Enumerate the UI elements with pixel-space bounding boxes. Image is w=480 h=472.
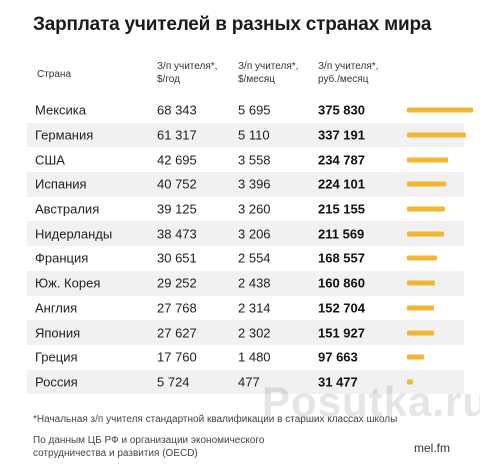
table-row: Россия 5 724 477 31 477 [27,369,464,395]
usd-year-cell: 68 343 [157,102,197,118]
value-bar [407,379,413,385]
rub-month-cell: 375 830 [318,102,365,118]
usd-month-cell: 2 302 [238,325,271,341]
usd-year-cell: 29 252 [157,275,197,291]
value-bar [407,132,467,138]
rub-month-cell: 152 704 [318,300,365,316]
table-row: Германия 61 317 5 110 337 191 [27,122,467,148]
header-usd-month-line1: З/п учителя*, [238,61,299,72]
table-row: Греция 17 760 1 480 97 663 [27,345,464,370]
usd-year-cell: 61 317 [157,127,197,143]
header-rub-month-line2: руб./месяц [318,74,369,85]
rub-month-cell: 337 191 [318,127,365,143]
value-bar [407,206,445,212]
table-row: Нидерланды 38 473 3 206 211 569 [27,221,464,247]
usd-month-cell: 5 110 [238,127,270,143]
table-row: Англия 27 768 2 314 152 704 [27,296,464,321]
usd-month-cell: 2 554 [238,250,271,266]
header-usd-year-line2: $/год [157,74,180,85]
country-cell: Испания [35,176,87,192]
country-cell: Россия [35,374,78,390]
rub-month-cell: 224 101 [318,176,365,192]
usd-year-cell: 40 752 [157,176,197,192]
rub-month-cell: 160 860 [318,275,365,291]
value-bar [407,181,447,187]
country-cell: Австралия [35,201,100,217]
usd-year-cell: 30 651 [157,250,197,266]
chart-title: Зарплата учителей в разных странах мира [33,14,432,35]
usd-month-cell: 2 438 [238,275,271,291]
rub-month-cell: 168 557 [318,250,365,266]
country-cell: Греция [35,349,78,365]
usd-month-cell: 477 [238,374,260,390]
table-row: Юж. Корея 29 252 2 438 160 860 [27,270,464,296]
usd-year-cell: 27 768 [157,300,197,316]
usd-month-cell: 3 558 [238,152,271,168]
value-bar [407,231,445,237]
value-bar [407,255,437,261]
usd-month-cell: 3 206 [238,226,271,242]
value-bar [407,107,473,113]
country-cell: Япония [35,325,81,341]
table-row: Испания 40 752 3 396 224 101 [27,172,464,197]
table-row: США 42 695 3 558 234 787 [27,147,464,172]
value-bar [407,157,449,163]
source-line-1: По данным ЦБ РФ и организации экономичес… [33,435,265,446]
table-row: Франция 30 651 2 554 168 557 [27,246,464,271]
usd-year-cell: 5 724 [157,374,190,390]
salary-table: Мексика 68 343 5 695 375 830 Германия 61 317 5… [27,98,473,395]
footnote: *Начальная з/п учителя стандартной квали… [33,414,398,425]
value-bar [407,330,434,336]
country-cell: Англия [35,300,78,316]
country-cell: Франция [35,250,89,266]
rub-month-cell: 211 569 [318,226,365,242]
country-cell: Германия [35,127,94,143]
rub-month-cell: 31 477 [318,374,358,390]
usd-month-cell: 3 396 [238,176,271,192]
header-usd-year-line1: З/п учителя*, [157,61,218,72]
value-bar [407,354,425,360]
country-cell: США [35,152,65,168]
usd-year-cell: 38 473 [157,226,197,242]
country-cell: Юж. Корея [35,275,101,291]
value-bar [407,280,436,286]
header-rub-month-line1: З/п учителя*, [318,61,379,72]
brand-logo: mel.fm [414,441,450,455]
rub-month-cell: 234 787 [318,152,365,168]
country-cell: Мексика [35,102,87,118]
table-row: Япония 27 627 2 302 151 927 [27,320,464,345]
rub-month-cell: 151 927 [318,325,365,341]
usd-year-cell: 39 125 [157,201,197,217]
value-bar [407,305,434,311]
header-rub-month: З/п учителя*, руб./месяц [318,60,378,86]
source-note: По данным ЦБ РФ и организации экономичес… [33,434,264,460]
table-row: Австралия 39 125 3 260 215 155 [27,197,464,222]
rub-month-cell: 215 155 [318,201,365,217]
usd-month-cell: 2 314 [238,300,271,316]
usd-month-cell: 1 480 [238,349,271,365]
country-cell: Нидерланды [35,226,113,242]
rub-month-cell: 97 663 [318,349,358,365]
source-line-2: сотрудничества и развития (OECD) [33,448,198,459]
usd-month-cell: 5 695 [238,102,271,118]
usd-year-cell: 42 695 [157,152,197,168]
usd-year-cell: 27 627 [157,325,197,341]
header-country: Страна [37,69,72,80]
header-usd-month-line2: $/месяц [238,74,275,85]
header-usd-month: З/п учителя*, $/месяц [238,60,298,86]
usd-year-cell: 17 760 [157,349,197,365]
header-usd-year: З/п учителя*, $/год [157,60,217,86]
usd-month-cell: 3 260 [238,201,271,217]
table-row: Мексика 68 343 5 695 375 830 [27,98,473,123]
